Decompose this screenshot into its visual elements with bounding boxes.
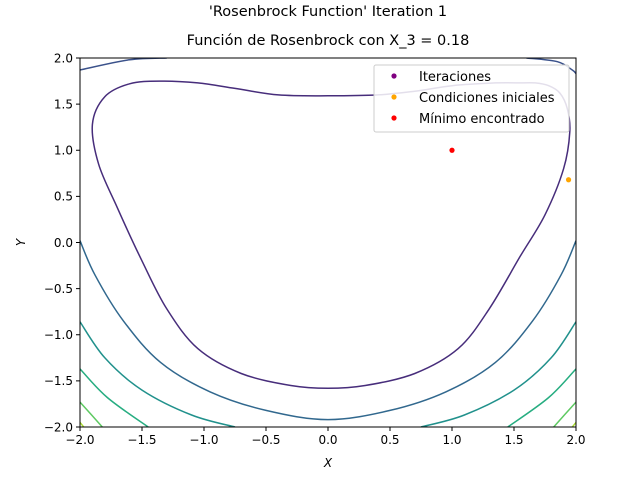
x-tick-label: −1.0 — [189, 433, 218, 447]
legend: Iteraciones Condiciones iniciales Mínimo… — [373, 64, 570, 133]
contour-level-3-segment-1 — [420, 321, 576, 427]
contour-level-1-segment-0 — [91, 80, 571, 390]
contour-level-3-segment-0 — [80, 321, 236, 427]
x-tick-label: 0.5 — [380, 433, 399, 447]
contour-level-4-segment-1 — [507, 368, 576, 427]
x-axis-ticks: −2.0 −1.5 −1.0 −0.5 0.0 0.5 1.0 1.5 2.0 — [65, 427, 586, 447]
contour-level-5-segment-0 — [80, 401, 103, 427]
y-tick-label: 0.5 — [54, 190, 73, 204]
legend-label-iteraciones: Iteraciones — [419, 70, 491, 85]
figure-suptitle: 'Rosenbrock Function' Iteration 1 — [209, 4, 447, 20]
y-tick-label: −1.5 — [44, 374, 73, 388]
y-tick-label: 1.5 — [54, 97, 73, 111]
legend-label-condiciones-iniciales: Condiciones iniciales — [419, 91, 555, 106]
y-tick-label: −1.0 — [44, 328, 73, 342]
y-axis-label: Y — [14, 237, 28, 246]
chart-title: Función de Rosenbrock con X_3 = 0.18 — [187, 33, 470, 49]
x-tick-label: 0.0 — [318, 433, 337, 447]
contour-level-4-segment-0 — [80, 368, 149, 427]
legend-marker-minimo-encontrado — [391, 115, 397, 121]
y-tick-label: 2.0 — [54, 51, 73, 65]
x-tick-label: 2.0 — [566, 433, 585, 447]
point-series-2-0 — [449, 147, 455, 153]
x-tick-label: −2.0 — [65, 433, 94, 447]
y-tick-label: −2.0 — [44, 420, 73, 434]
x-tick-label: 1.5 — [504, 433, 523, 447]
contour-lines — [80, 58, 576, 427]
y-tick-label: −0.5 — [44, 282, 73, 296]
point-series-1-0 — [565, 177, 572, 183]
y-tick-label: 0.0 — [54, 236, 73, 250]
x-axis-label: X — [323, 456, 333, 470]
y-axis-ticks: −2.0 −1.5 −1.0 −0.5 0.0 0.5 1.0 1.5 2.0 — [44, 51, 80, 434]
contour-level-5-segment-1 — [553, 401, 576, 427]
contour-level-2-segment-0 — [80, 240, 576, 421]
y-tick-label: 1.0 — [54, 144, 73, 158]
legend-marker-iteraciones — [391, 73, 397, 79]
legend-marker-condiciones-iniciales — [391, 94, 397, 100]
x-tick-label: 1.0 — [442, 433, 461, 447]
x-tick-label: −0.5 — [251, 433, 280, 447]
x-tick-label: −1.5 — [127, 433, 156, 447]
legend-frame — [373, 64, 570, 133]
data-points — [449, 147, 572, 183]
legend-label-minimo-encontrado: Mínimo encontrado — [419, 112, 545, 127]
